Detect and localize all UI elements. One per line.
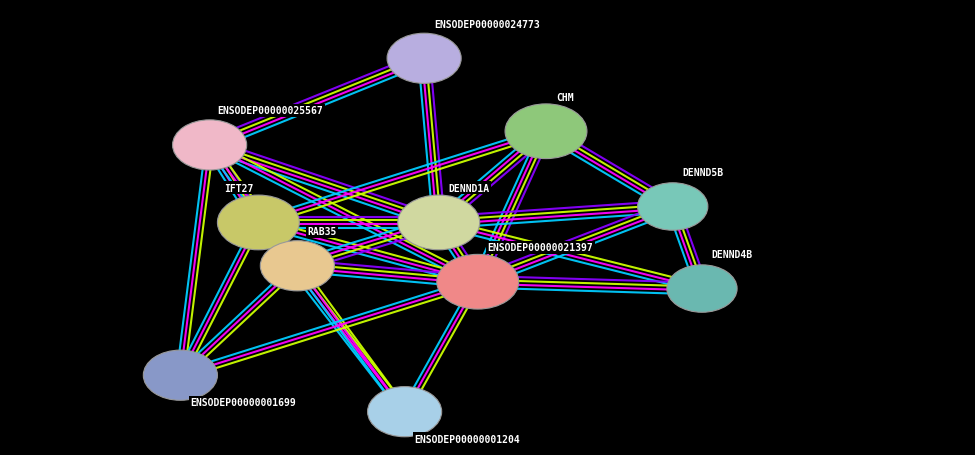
Text: DENND5B: DENND5B <box>682 167 723 177</box>
Text: ENSODEP00000025567: ENSODEP00000025567 <box>217 106 323 116</box>
Ellipse shape <box>505 105 587 159</box>
Text: ENSODEP00000021397: ENSODEP00000021397 <box>488 243 593 253</box>
Text: RAB35: RAB35 <box>307 227 336 237</box>
Text: DENND1A: DENND1A <box>448 183 489 193</box>
Text: DENND4B: DENND4B <box>712 249 753 259</box>
Text: ENSODEP00000024773: ENSODEP00000024773 <box>434 20 539 30</box>
Text: ENSODEP00000001204: ENSODEP00000001204 <box>414 434 520 444</box>
Ellipse shape <box>143 350 217 400</box>
Text: IFT27: IFT27 <box>224 183 254 193</box>
Text: ENSODEP00000001699: ENSODEP00000001699 <box>190 397 295 407</box>
Ellipse shape <box>387 34 461 84</box>
Ellipse shape <box>260 241 334 291</box>
Ellipse shape <box>667 265 737 313</box>
Ellipse shape <box>217 196 299 250</box>
Ellipse shape <box>368 387 442 437</box>
Ellipse shape <box>638 183 708 231</box>
Ellipse shape <box>398 196 480 250</box>
Ellipse shape <box>173 121 247 171</box>
Text: CHM: CHM <box>556 92 573 102</box>
Ellipse shape <box>437 255 519 309</box>
